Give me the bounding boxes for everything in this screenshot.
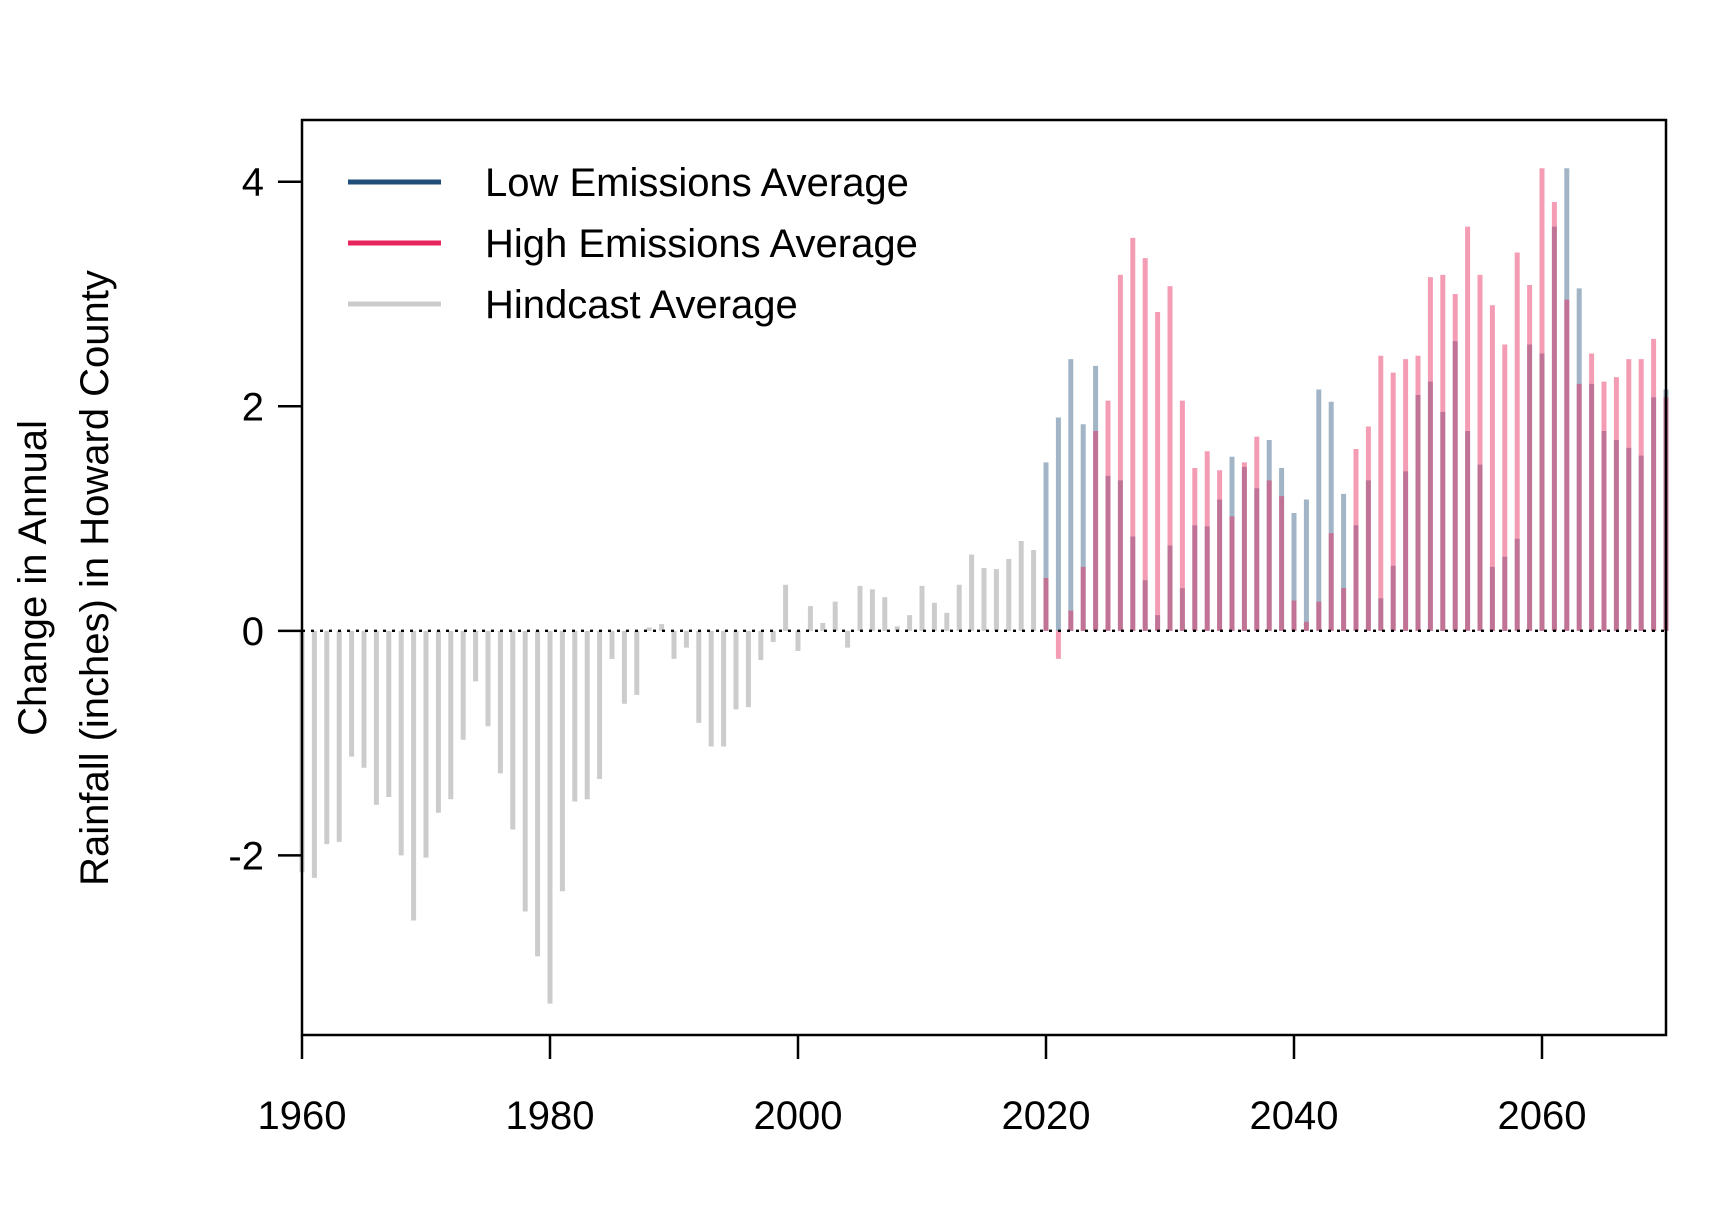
legend-label-high-emissions-average: High Emissions Average [485, 222, 918, 266]
x-tick-label: 1980 [506, 1094, 595, 1138]
x-tick-label: 2020 [1002, 1094, 1091, 1138]
y-tick-label: 0 [242, 610, 264, 654]
hindcast-bars [299, 541, 1037, 1004]
y-tick-label: -2 [228, 834, 264, 878]
legend-label-low-emissions-average: Low Emissions Average [485, 161, 909, 205]
y-axis: -2 0 2 4 [228, 161, 302, 878]
x-tick-label: 1960 [258, 1094, 347, 1138]
x-axis: 1960 1980 2000 2020 2040 2060 [258, 1035, 1587, 1138]
x-tick-label: 2040 [1250, 1094, 1339, 1138]
legend-label-hindcast-average: Hindcast Average [485, 283, 798, 327]
y-tick-label: 4 [242, 161, 264, 205]
y-tick-label: 2 [242, 385, 264, 429]
projection-bars [1043, 168, 1669, 659]
plot-frame [300, 118, 1668, 1037]
x-tick-label: 2000 [754, 1094, 843, 1138]
y-axis-label-line1: Change in Annual [11, 420, 55, 736]
y-axis-label-line2: Rainfall (inches) in Howard County [73, 270, 117, 886]
x-tick-label: 2060 [1498, 1094, 1587, 1138]
legend: Low Emissions Average High Emissions Aver… [348, 161, 918, 327]
